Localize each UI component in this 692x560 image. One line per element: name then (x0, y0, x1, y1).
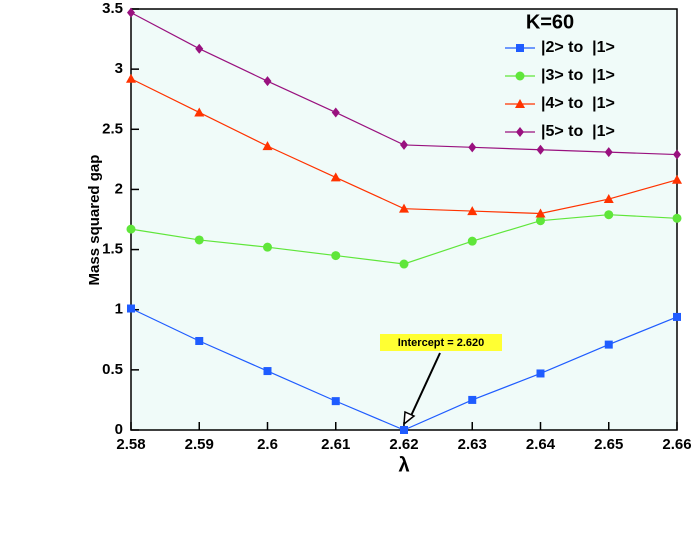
data-point (467, 206, 478, 216)
y-axis-label: Mass squared gap (86, 155, 103, 286)
legend-marker (515, 71, 525, 81)
data-point (536, 216, 545, 226)
data-point (400, 426, 408, 434)
data-point (672, 174, 682, 184)
data-point (467, 236, 477, 246)
data-point (399, 203, 409, 213)
x-tick-label: 2.6 (257, 436, 278, 453)
legend-label: |4> to |1> (541, 95, 615, 112)
legend-marker (516, 127, 524, 137)
annotation: Intercept = 2.620 (398, 337, 485, 349)
legend-marker (516, 44, 524, 52)
data-point (604, 147, 613, 158)
data-point (194, 235, 204, 245)
data-point (673, 149, 681, 160)
data-point (331, 251, 341, 261)
data-point (262, 141, 273, 151)
annotation-box (380, 334, 502, 351)
data-point (536, 144, 545, 155)
data-point (603, 194, 614, 204)
data-point (263, 242, 272, 252)
data-point (604, 340, 613, 349)
x-tick-label: 2.59 (185, 436, 214, 453)
data-point (330, 172, 341, 182)
x-tick-label: 2.61 (321, 436, 350, 453)
y-tick-label: 0.5 (102, 361, 123, 378)
data-point (468, 142, 477, 153)
data-point (468, 395, 477, 404)
y-tick-label: 1 (115, 301, 123, 318)
x-axis-label: λ (398, 454, 409, 476)
data-point (331, 397, 340, 406)
data-point (672, 213, 682, 223)
data-point (127, 304, 135, 313)
data-point (127, 7, 135, 18)
x-tick-label: 2.64 (526, 436, 556, 453)
x-tick-label: 2.65 (594, 436, 623, 453)
data-point (263, 367, 272, 376)
legend-title: K=60 (526, 11, 574, 33)
y-tick-label: 0 (115, 421, 123, 438)
legend-label: |5> to |1> (541, 123, 615, 140)
x-tick-label: 2.62 (389, 436, 418, 453)
x-tick-label: 2.58 (116, 436, 145, 453)
data-point (673, 312, 681, 321)
x-tick-label: 2.66 (662, 436, 691, 453)
data-point (263, 76, 272, 87)
y-tick-label: 2 (115, 180, 123, 197)
y-tick-label: 3.5 (102, 0, 123, 17)
annotation-arrowhead (403, 410, 416, 426)
data-point (195, 43, 204, 54)
data-point (400, 139, 408, 150)
annotation-arrow (409, 352, 441, 419)
legend-label: |2> to |1> (541, 39, 615, 56)
legend-marker (515, 99, 525, 108)
data-point (604, 210, 614, 220)
data-point (194, 107, 205, 117)
y-tick-label: 2.5 (102, 120, 123, 137)
data-point (126, 224, 136, 234)
x-tick-label: 2.63 (458, 436, 487, 453)
plot-area (131, 9, 677, 430)
data-point (331, 107, 340, 118)
data-point (399, 259, 409, 269)
y-tick-label: 3 (115, 60, 123, 77)
legend-label: |3> to |1> (541, 67, 615, 84)
data-point (195, 336, 204, 345)
data-point (126, 73, 136, 83)
y-tick-label: 1.5 (102, 241, 123, 258)
data-point (536, 369, 545, 378)
data-point (535, 208, 546, 218)
